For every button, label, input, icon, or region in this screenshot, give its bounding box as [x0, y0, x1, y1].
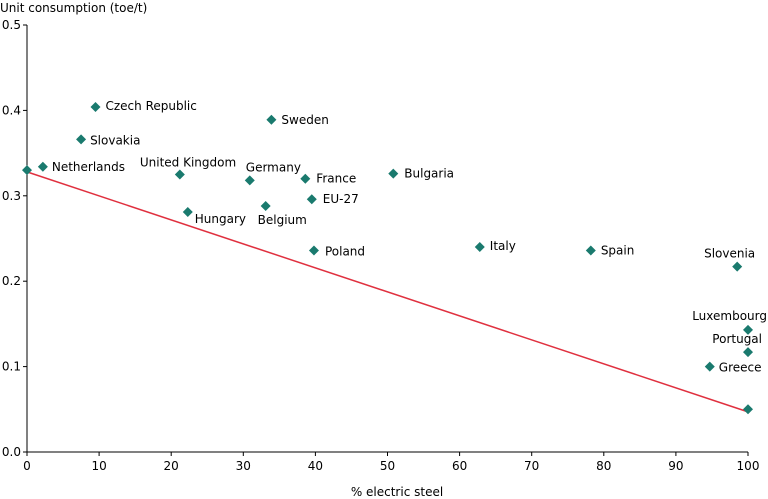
data-point	[743, 404, 753, 415]
y-axis-title: Unit consumption (toe/t)	[0, 1, 147, 15]
data-point	[732, 261, 743, 272]
data-point	[244, 175, 255, 186]
data-point	[260, 201, 271, 212]
y-tick-label: 0.1	[2, 360, 21, 374]
x-tick-label: 0	[23, 459, 31, 473]
data-point	[90, 101, 101, 112]
data-point	[704, 361, 715, 372]
y-axis-ticks: 0.0 0.1 0.2 0.3 0.4 0.5	[2, 18, 27, 459]
y-tick-label: 0.2	[2, 274, 21, 288]
data-point-label: Poland	[325, 244, 365, 258]
data-point-label: Germany	[246, 160, 301, 174]
x-tick-label: 50	[380, 459, 395, 473]
data-point-label: Hungary	[195, 212, 246, 226]
y-tick-label: 0.0	[2, 445, 21, 459]
y-tick-label: 0.4	[2, 103, 21, 117]
data-point-labels: Netherlands Slovakia Czech Republic United …	[52, 99, 767, 375]
x-axis-title: % electric steel	[351, 485, 443, 499]
data-point	[182, 207, 193, 218]
data-point	[266, 114, 277, 125]
x-tick-label: 70	[524, 459, 539, 473]
data-point-label: Portugal	[712, 332, 762, 346]
data-point-label: Greece	[719, 361, 762, 375]
data-point	[585, 245, 596, 256]
x-tick-label: 10	[91, 459, 106, 473]
data-point-label: Spain	[601, 243, 635, 257]
data-point-label: United Kingdom	[140, 155, 236, 169]
data-point	[308, 245, 319, 256]
data-point	[474, 242, 485, 253]
x-tick-label: 20	[164, 459, 179, 473]
data-point	[174, 169, 185, 180]
x-tick-label: 40	[308, 459, 323, 473]
data-point	[388, 168, 399, 179]
x-tick-label: 100	[737, 459, 760, 473]
x-tick-label: 60	[452, 459, 467, 473]
data-point	[300, 173, 311, 184]
data-point	[37, 161, 48, 172]
y-tick-label: 0.3	[2, 189, 21, 203]
data-point	[22, 165, 32, 176]
x-axis-ticks: 0 10 20 30 40 50 60 70 80 90 100	[23, 452, 759, 473]
data-point	[306, 194, 317, 205]
x-tick-label: 80	[596, 459, 611, 473]
data-point-label: Sweden	[281, 113, 328, 127]
data-point	[743, 324, 753, 335]
data-point-label: Czech Republic	[105, 99, 196, 113]
data-point-label: France	[316, 172, 356, 186]
data-point-label: Bulgaria	[404, 167, 454, 181]
data-points	[22, 101, 753, 415]
data-point-label: Luxembourg	[692, 309, 767, 323]
data-point-label: Italy	[490, 239, 516, 253]
data-point-label: Netherlands	[52, 160, 125, 174]
data-point-label: Slovenia	[704, 247, 755, 261]
data-point	[743, 347, 753, 358]
data-point-label: Belgium	[258, 213, 307, 227]
y-tick-label: 0.5	[2, 18, 21, 32]
x-tick-label: 90	[668, 459, 683, 473]
data-point-label: EU-27	[323, 192, 359, 206]
trendline	[26, 171, 749, 413]
data-point-label: Slovakia	[90, 133, 140, 147]
data-point	[76, 134, 87, 145]
x-tick-label: 30	[236, 459, 251, 473]
